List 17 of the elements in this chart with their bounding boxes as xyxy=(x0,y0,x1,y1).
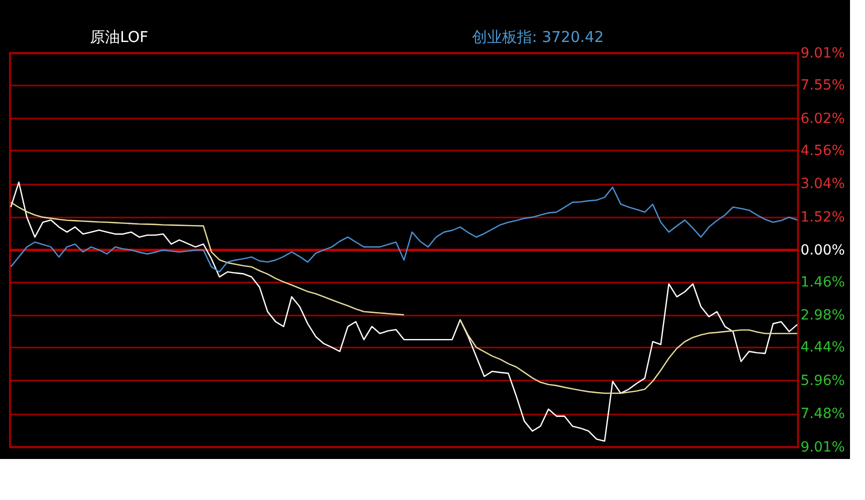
y-tick-label: 1.46% xyxy=(800,274,845,290)
y-tick-label: 1.52% xyxy=(800,209,845,226)
y-tick-label: 4.56% xyxy=(800,142,845,159)
y-tick-label: 4.44% xyxy=(800,340,845,356)
y-tick-label: 0.00% xyxy=(800,242,845,258)
y-tick-label: 5.96% xyxy=(800,372,845,389)
y-tick-label: 3.04% xyxy=(800,176,845,192)
y-tick-label: 7.48% xyxy=(800,406,845,422)
y-tick-label: 9.01% xyxy=(800,46,845,62)
line-series xyxy=(10,182,798,442)
y-tick-label: 7.55% xyxy=(800,77,845,94)
y-tick-label: 6.02% xyxy=(800,110,845,127)
y-tick-label: 2.98% xyxy=(800,308,845,324)
y-tick-label: 9.01% xyxy=(800,440,845,456)
chart-title: 原油LOF xyxy=(90,28,148,46)
line-series xyxy=(10,186,798,273)
text: 创业板指: 3720.42 xyxy=(472,28,604,46)
